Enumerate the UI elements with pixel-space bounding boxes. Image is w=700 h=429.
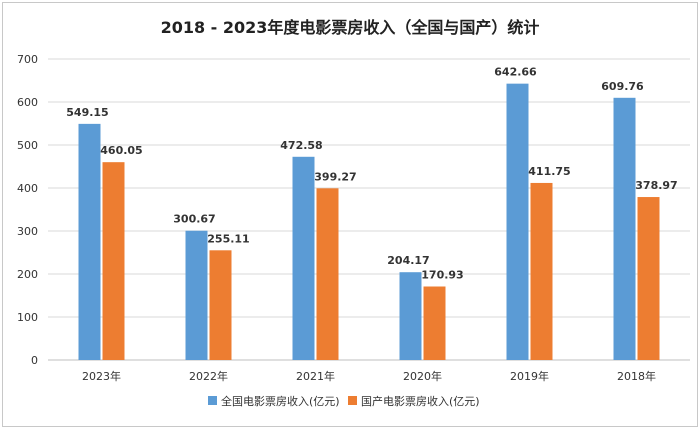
legend-label: 全国电影票房收入(亿元) [221, 394, 340, 408]
bar-national [185, 230, 208, 360]
x-tick-label: 2023年 [82, 369, 121, 383]
data-label: 549.15 [66, 106, 108, 119]
data-labels: 549.15 460.05 300.67 255.11 472.58 399.27 204.… [66, 66, 677, 282]
data-label: 170.93 [421, 269, 463, 282]
legend-swatch [208, 396, 217, 405]
data-label: 460.05 [100, 144, 142, 157]
x-axis-ticks: 2023年 2022年 2021年 2020年 2019年 2018年 [82, 369, 656, 383]
y-tick-label: 200 [17, 268, 38, 281]
bar-national [292, 156, 315, 360]
x-tick-label: 2022年 [189, 369, 228, 383]
y-tick-label: 700 [17, 53, 38, 66]
data-label: 255.11 [207, 232, 249, 245]
x-tick-label: 2019年 [510, 369, 549, 383]
data-label: 204.17 [387, 254, 429, 267]
y-tick-label: 0 [31, 354, 38, 367]
y-tick-label: 600 [17, 96, 38, 109]
bar-national [613, 97, 636, 361]
data-label: 399.27 [314, 170, 356, 183]
bar-national [506, 83, 529, 361]
data-label: 472.58 [280, 139, 322, 152]
data-label: 642.66 [494, 66, 537, 79]
y-tick-label: 400 [17, 182, 38, 195]
bar-national [78, 123, 101, 360]
bar-domestic [316, 188, 339, 360]
bar-domestic [637, 197, 660, 360]
grid-lines [48, 58, 690, 361]
x-tick-label: 2018年 [617, 369, 656, 383]
bar-domestic [530, 182, 553, 360]
bar-domestic [102, 162, 125, 360]
data-label: 609.76 [601, 80, 644, 93]
bars [78, 83, 660, 361]
y-tick-label: 100 [17, 311, 38, 324]
x-tick-label: 2021年 [296, 369, 335, 383]
x-tick-label: 2020年 [403, 369, 442, 383]
bar-national [399, 272, 422, 360]
data-label: 300.67 [173, 213, 215, 226]
y-tick-label: 500 [17, 139, 38, 152]
chart-title: 2018 - 2023年度电影票房收入（全国与国产）统计 [160, 18, 540, 37]
legend-swatch [348, 396, 357, 405]
y-tick-label: 300 [17, 225, 38, 238]
bar-domestic [209, 250, 232, 360]
y-axis-ticks: 0 100 200 300 400 500 600 700 [17, 53, 38, 367]
bar-domestic [423, 286, 446, 360]
data-label: 378.97 [635, 179, 677, 192]
legend: 全国电影票房收入(亿元) 国产电影票房收入(亿元) [208, 394, 480, 408]
legend-label: 国产电影票房收入(亿元) [361, 394, 480, 408]
data-label: 411.75 [528, 165, 570, 178]
